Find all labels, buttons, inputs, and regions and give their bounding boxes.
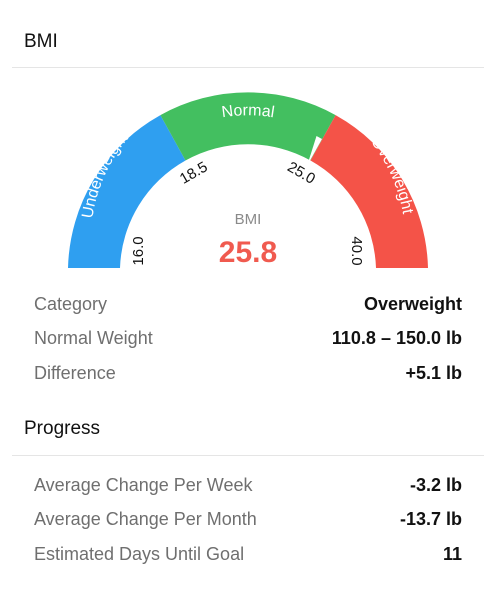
progress-value: 11	[442, 543, 462, 564]
bmi-gauge: Underweight Normal Overweight 16.0 18.5 …	[68, 92, 428, 269]
detail-label: Normal Weight	[34, 327, 153, 348]
detail-row-difference: Difference +5.1 lb	[34, 359, 462, 387]
gauge-tick-label: 16.0	[130, 236, 147, 265]
gauge-tick-label: 40.0	[348, 236, 365, 265]
gauge-tick-label: 25.0	[284, 158, 318, 187]
detail-row-category: Category Overweight	[34, 290, 462, 318]
gauge-center-label: BMI	[235, 211, 262, 228]
section-divider	[12, 67, 484, 68]
gauge-pointer	[307, 136, 322, 166]
progress-row-weekly-change: Average Change Per Week -3.2 lb	[34, 471, 462, 499]
bmi-value: 25.8	[219, 236, 277, 269]
progress-section-title: Progress	[24, 418, 101, 439]
detail-row-normal-weight: Normal Weight 110.8 – 150.0 lb	[34, 324, 462, 352]
gauge-tick-label: 18.5	[177, 158, 211, 187]
progress-label: Average Change Per Week	[34, 474, 253, 495]
detail-label: Difference	[34, 362, 116, 383]
section-divider	[12, 455, 484, 456]
progress-row-monthly-change: Average Change Per Month -13.7 lb	[34, 505, 462, 533]
detail-value: +5.1 lb	[405, 362, 462, 383]
progress-label: Average Change Per Month	[34, 508, 257, 529]
gauge-zone-underweight	[68, 115, 186, 268]
progress-label: Estimated Days Until Goal	[34, 543, 245, 564]
detail-value: 110.8 – 150.0 lb	[331, 327, 462, 348]
bmi-section-title: BMI	[24, 31, 58, 52]
gauge-zone-normal	[160, 92, 336, 161]
detail-value: Overweight	[363, 293, 462, 314]
detail-label: Category	[34, 293, 108, 314]
gauge-zone-overweight	[310, 115, 428, 268]
progress-value: -13.7 lb	[399, 508, 462, 529]
progress-value: -3.2 lb	[409, 474, 462, 495]
progress-row-days-until-goal: Estimated Days Until Goal 11	[34, 540, 462, 568]
